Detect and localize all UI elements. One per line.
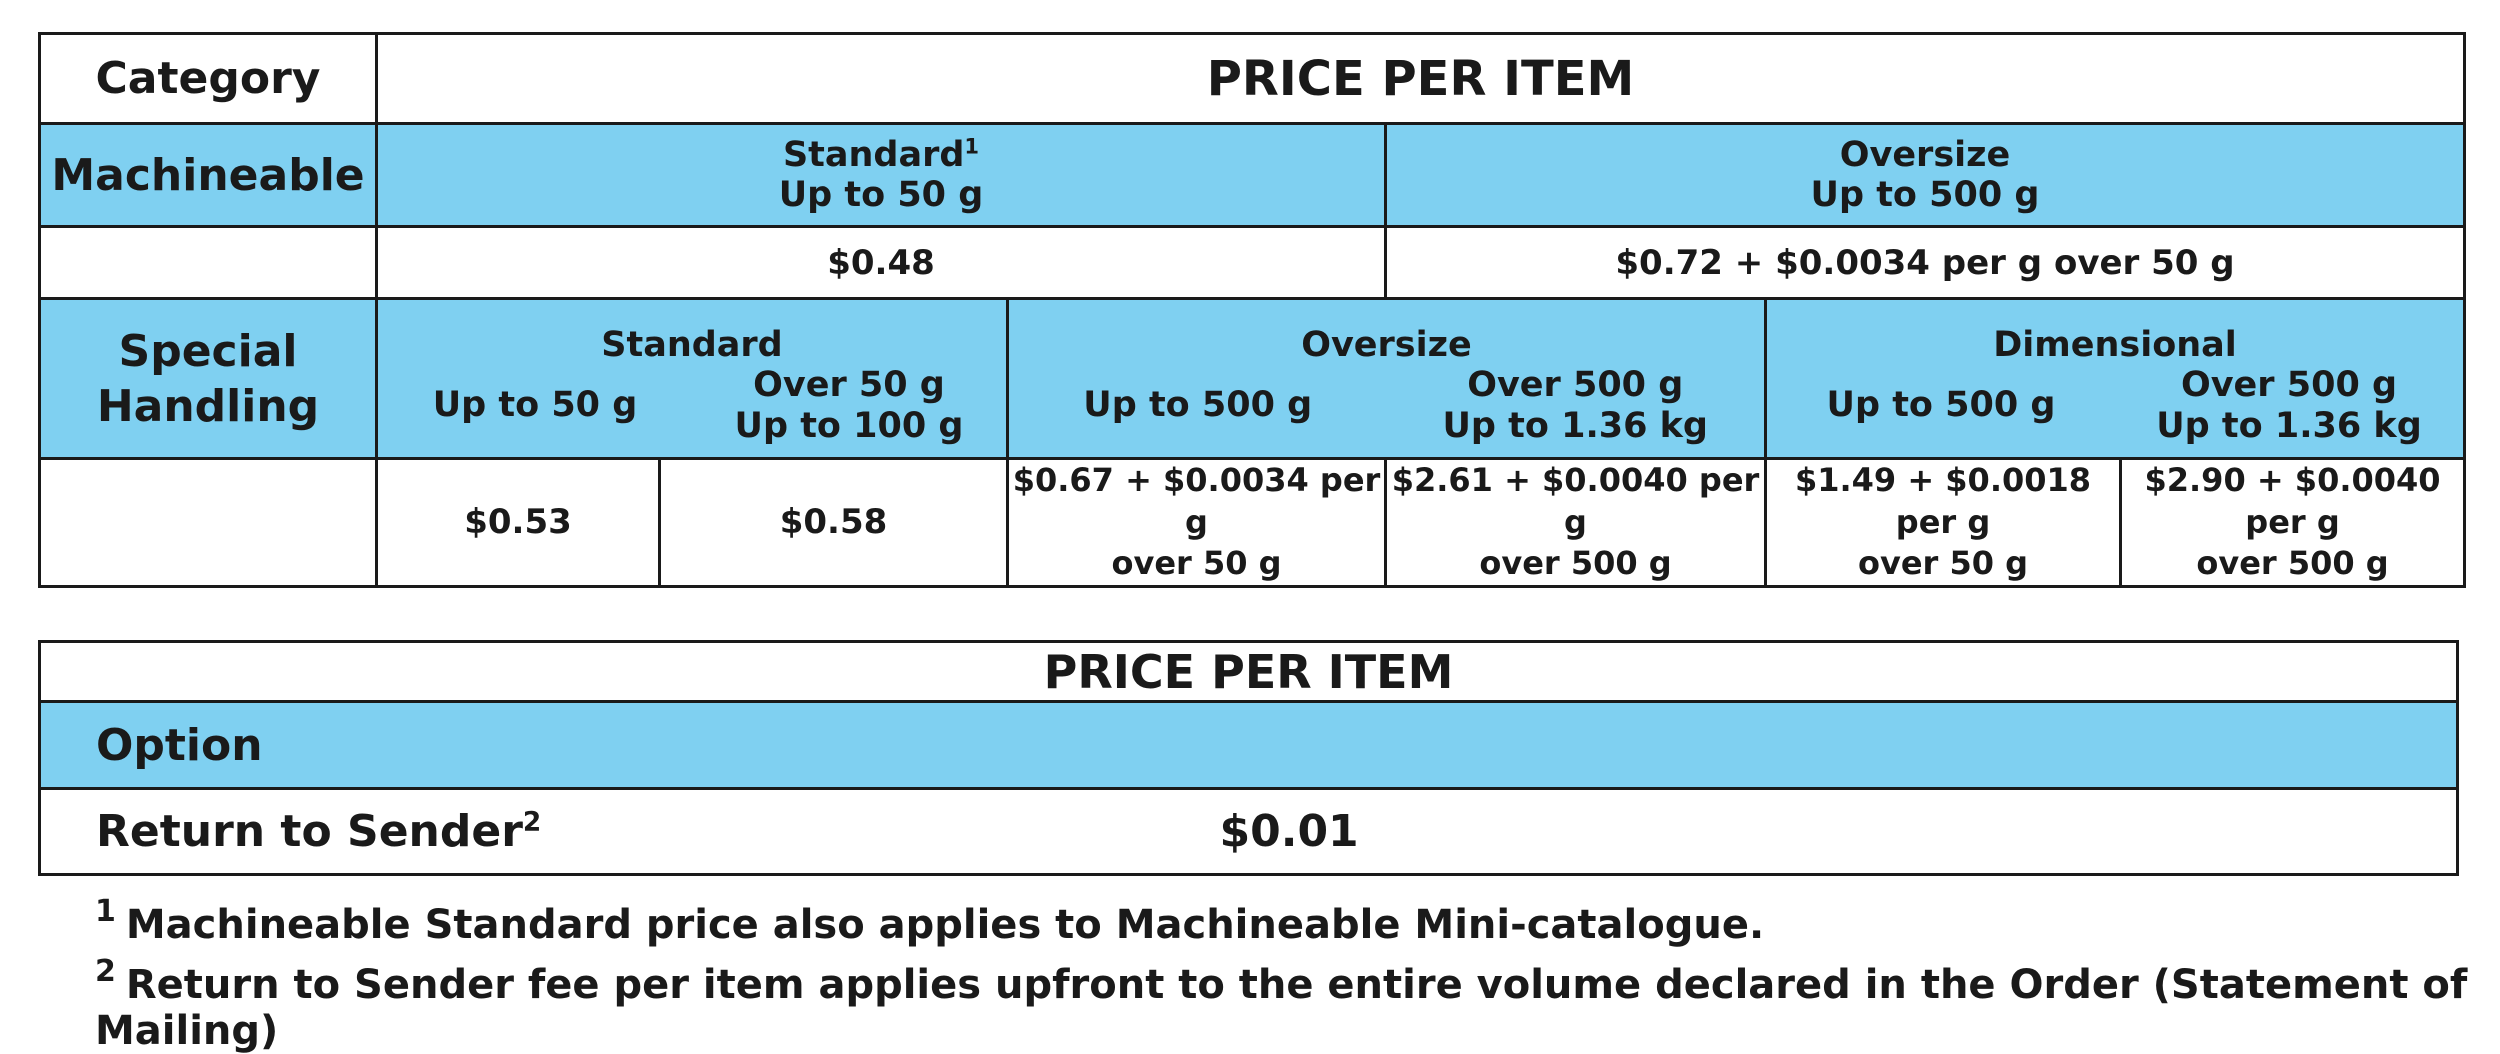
machineable-standard-price: $0.48 <box>375 225 1387 300</box>
option-header: Option <box>37 700 2460 790</box>
special-oversize-col2-price-line1: $2.61 + $0.0040 per g <box>1391 461 1760 541</box>
special-dimensional-col2-weight: Over 500 g Up to 1.36 kg <box>2115 365 2463 446</box>
footnote-2: 2 Return to Sender fee per item applies u… <box>95 954 2500 1054</box>
special-handling-label: Special Handling <box>38 297 378 460</box>
special-dimensional-col1-weight: Up to 500 g <box>1826 385 2056 426</box>
machineable-label: Machineable <box>38 122 378 228</box>
special-oversize-col1-price: $0.67 + $0.0034 per g over 50 g <box>1006 457 1387 588</box>
special-standard-col1-price: $0.53 <box>375 457 661 588</box>
machineable-standard-header: Standard1 Up to 50 g <box>375 122 1387 228</box>
footnote-1: 1 Machineable Standard price also applies… <box>95 894 1765 948</box>
special-standard-col2-weight: Over 50 g Up to 100 g <box>692 365 1006 446</box>
special-oversize-col1-price-line2: over 50 g <box>1111 544 1282 583</box>
return-to-sender-text: Return to Sender <box>96 806 523 857</box>
special-oversize-col2-weight-line1: Over 500 g <box>1467 365 1684 406</box>
footnote-1-text: Machineable Standard price also applies … <box>125 902 1765 948</box>
special-handling-label-line2: Handling <box>96 380 320 432</box>
footnote-1-marker: 1 <box>964 134 980 159</box>
special-dimensional-col2-price-line1: $2.90 + $0.0040 per g <box>2144 461 2441 541</box>
price-per-item-title: PRICE PER ITEM <box>374 32 2467 125</box>
category-header: Category <box>38 32 378 125</box>
option-table: PRICE PER ITEM Option Return to Sender2 … <box>37 640 2460 876</box>
special-standard-col2-weight-line1: Over 50 g <box>753 365 945 406</box>
special-standard-header: Standard Up to 50 g Over 50 g Up to 100 … <box>375 297 1009 460</box>
return-to-sender-price: $0.01 <box>1219 787 1520 876</box>
special-oversize-header: Oversize Up to 500 g Over 500 g Up to 1.… <box>1006 297 1767 460</box>
return-to-sender-blank <box>1519 787 2460 876</box>
price-table: Category PRICE PER ITEM Machineable Stan… <box>38 32 2467 588</box>
special-dimensional-col2-price: $2.90 + $0.0040 per g over 500 g <box>2118 457 2467 588</box>
special-dimensional-col2-price-line2: over 500 g <box>2196 544 2389 583</box>
special-dimensional-col2-weight-line1: Over 500 g <box>2180 365 2398 406</box>
special-dimensional-col1-price-line2: over 50 g <box>1857 544 2029 583</box>
special-oversize-name: Oversize <box>1301 325 1472 366</box>
footnote-2-marker: 2 <box>522 806 542 838</box>
special-dimensional-name: Dimensional <box>1993 325 2237 366</box>
special-standard-col2-weight-line2: Up to 100 g <box>734 405 964 446</box>
special-standard-col2-price: $0.58 <box>658 457 1009 588</box>
return-to-sender-label: Return to Sender2 <box>38 787 1220 876</box>
special-oversize-col1-price-line1: $0.67 + $0.0034 per g <box>1012 461 1381 541</box>
special-dimensional-header: Dimensional Up to 500 g Over 500 g Up to… <box>1763 297 2467 460</box>
machineable-oversize-header: Oversize Up to 500 g <box>1383 122 2467 228</box>
footnote-2-text: Return to Sender fee per item applies up… <box>95 962 2468 1054</box>
machineable-price-label-cell <box>38 225 378 300</box>
machineable-standard-weight: Up to 50 g <box>778 175 984 215</box>
option-price-per-item-title: PRICE PER ITEM <box>37 640 2460 703</box>
machineable-oversize-price: $0.72 + $0.0034 per g over 50 g <box>1383 225 2467 300</box>
special-dimensional-col2-weight-line2: Up to 1.36 kg <box>2156 405 2422 446</box>
special-standard-name: Standard <box>601 325 783 366</box>
machineable-oversize-name: Oversize <box>1839 134 2011 175</box>
special-oversize-col1-weight: Up to 500 g <box>1083 385 1313 426</box>
special-oversize-col2-price-line2: over 500 g <box>1479 544 1672 583</box>
footnote-1-number: 1 <box>95 894 116 929</box>
special-handling-label-line1: Special <box>118 325 298 377</box>
special-standard-col1-weight: Up to 50 g <box>432 385 638 426</box>
special-dimensional-col1-price: $1.49 + $0.0018 per g over 50 g <box>1764 457 2122 588</box>
machineable-oversize-weight: Up to 500 g <box>1810 175 2040 215</box>
footnote-2-number: 2 <box>95 954 116 989</box>
machineable-standard-name: Standard <box>782 134 965 175</box>
special-oversize-col2-weight: Over 500 g Up to 1.36 kg <box>1387 365 1765 446</box>
special-price-label-cell <box>38 457 378 588</box>
special-oversize-col2-weight-line2: Up to 1.36 kg <box>1442 405 1709 446</box>
special-dimensional-col1-price-line1: $1.49 + $0.0018 per g <box>1794 461 2092 541</box>
special-oversize-col2-price: $2.61 + $0.0040 per g over 500 g <box>1384 457 1767 588</box>
